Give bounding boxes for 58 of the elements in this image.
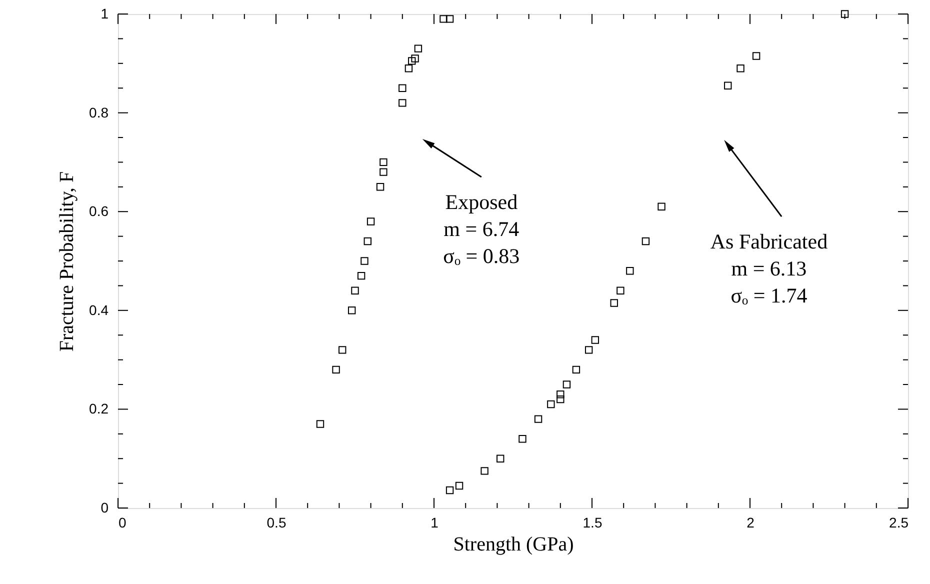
- y-axis-title: Fracture Probability, F: [56, 171, 78, 352]
- point: [518, 434, 526, 443]
- x-tick-label: 1: [430, 514, 439, 530]
- point: [584, 346, 593, 354]
- x-tick-label: 2.5: [889, 514, 909, 530]
- point: [496, 454, 504, 462]
- point: [351, 286, 359, 294]
- point: [376, 183, 384, 191]
- point: [752, 52, 760, 60]
- point: [455, 482, 464, 490]
- point: [642, 237, 650, 246]
- point: [446, 15, 454, 23]
- point: [404, 64, 413, 72]
- point: [547, 400, 555, 408]
- point: [626, 267, 634, 275]
- point: [364, 237, 372, 246]
- point: [316, 420, 324, 428]
- point: [357, 272, 366, 280]
- point: [446, 486, 454, 494]
- point: [658, 202, 666, 211]
- annotation: Exposed m = 6.74 σₒ = 0.83: [443, 190, 520, 268]
- point: [556, 395, 564, 404]
- y-tick-label: 0.4: [89, 302, 109, 318]
- y-tick-label: 0.6: [89, 203, 109, 220]
- point: [411, 54, 419, 62]
- x-tick-label: 0.5: [266, 514, 286, 530]
- point: [408, 57, 416, 65]
- y-tick-label: 0.8: [89, 104, 109, 120]
- x-tick-label: 2: [746, 514, 755, 530]
- point: [610, 299, 618, 307]
- point: [398, 99, 406, 107]
- x-axis-title: Strength (GPa): [453, 534, 574, 556]
- point: [380, 168, 388, 176]
- point: [348, 306, 356, 314]
- point: [616, 286, 624, 294]
- x-tick-label: 1.5: [582, 514, 602, 530]
- point: [591, 336, 600, 344]
- point: [480, 467, 488, 475]
- point: [398, 84, 406, 92]
- point: [736, 64, 744, 72]
- point: [380, 158, 388, 166]
- y-tick-label: 0.2: [89, 400, 109, 417]
- point: [366, 218, 375, 226]
- point: [360, 257, 368, 265]
- point: [724, 82, 732, 90]
- point: [572, 366, 580, 374]
- point: [414, 44, 422, 52]
- x-tick-label: 0: [118, 514, 126, 530]
- point: [840, 10, 849, 18]
- point: [534, 415, 542, 423]
- point: [338, 346, 346, 354]
- point: [332, 366, 340, 374]
- y-tick-label: 0: [100, 500, 109, 516]
- annotation: As Fabricated m = 6.13 σₒ = 1.74: [710, 229, 828, 308]
- point: [562, 380, 571, 388]
- y-tick-label: 1: [100, 6, 109, 22]
- point: [556, 390, 564, 398]
- point: [440, 15, 448, 23]
